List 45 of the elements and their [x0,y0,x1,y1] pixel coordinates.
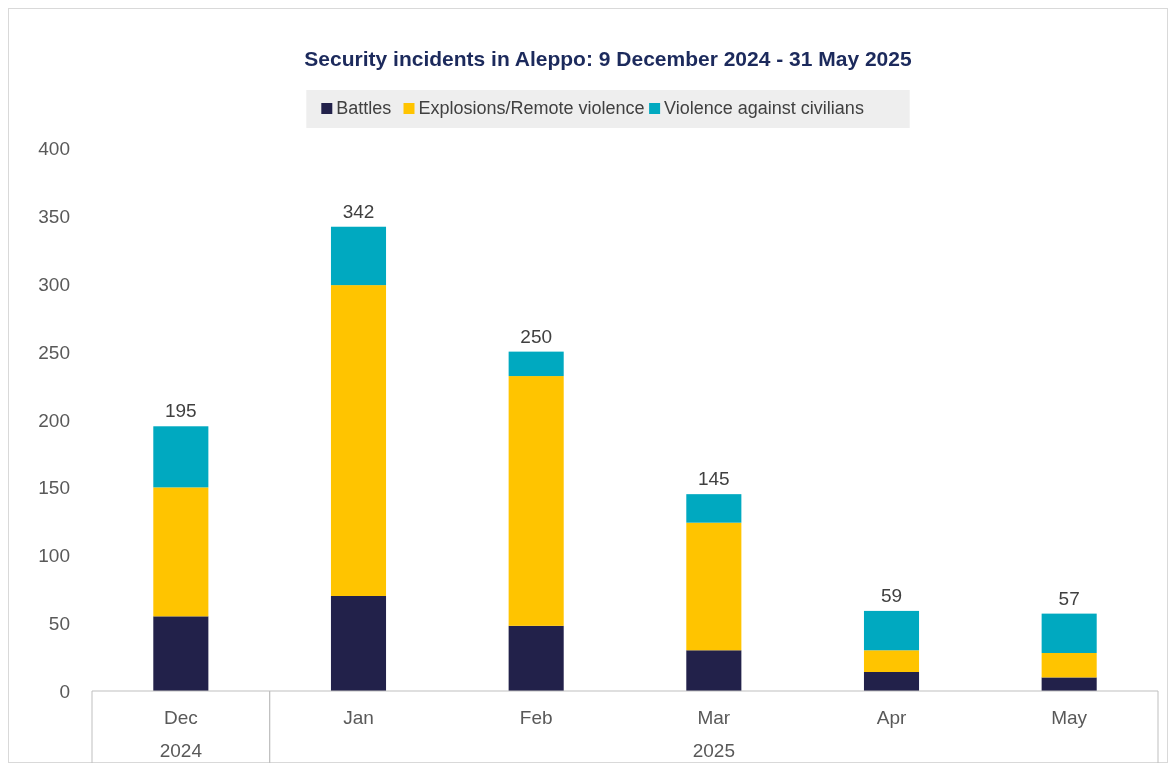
text: 2025 [692,740,735,761]
y-tick-label: 50 [48,613,70,635]
y-tick-label: 100 [38,545,70,567]
bar [508,376,564,626]
bar [330,285,387,596]
x-tick-label: Jan [343,707,374,728]
bar [1041,652,1097,678]
bar [153,426,209,488]
bar [863,610,920,651]
y-tick-label: 300 [38,273,70,295]
bar [686,650,742,691]
x-tick-label: May [1051,707,1088,728]
bar [153,487,209,617]
chart-title: Security incidents in Aleppo: 9 December 2024 - 31 May 2025 [304,47,912,70]
legend-label: Explosions/Remote violence [418,98,645,118]
y-tick-label: 400 [38,138,70,159]
total-label: 250 [520,325,553,347]
bar [686,494,742,523]
bar [330,595,387,691]
total-label: 342 [342,200,375,222]
y-tick-label: 0 [59,681,70,702]
x-tick-label: Feb [519,707,553,728]
bar [863,672,920,691]
bar [508,625,564,691]
bar [508,351,564,377]
bar [686,522,742,651]
x-tick-label: Dec [163,707,198,728]
total-label: 195 [164,400,197,422]
y-tick-label: 150 [38,477,70,499]
bar [330,226,387,286]
y-tick-label: 350 [38,205,70,227]
x-tick-label: Apr [876,707,907,728]
bar [863,650,920,672]
total-label: 145 [697,468,730,490]
bar [1041,677,1097,691]
x-tick-label: Mar [697,707,731,728]
y-tick-label: 250 [38,341,70,363]
total-label: 59 [880,584,903,606]
legend-label: Battles [336,98,392,118]
total-label: 57 [1058,587,1080,609]
text: 2024 [159,740,203,761]
y-tick-label: 200 [38,409,70,431]
legend-label: Violence against civilians [664,98,864,118]
bar [1041,613,1097,653]
bar [153,616,209,691]
